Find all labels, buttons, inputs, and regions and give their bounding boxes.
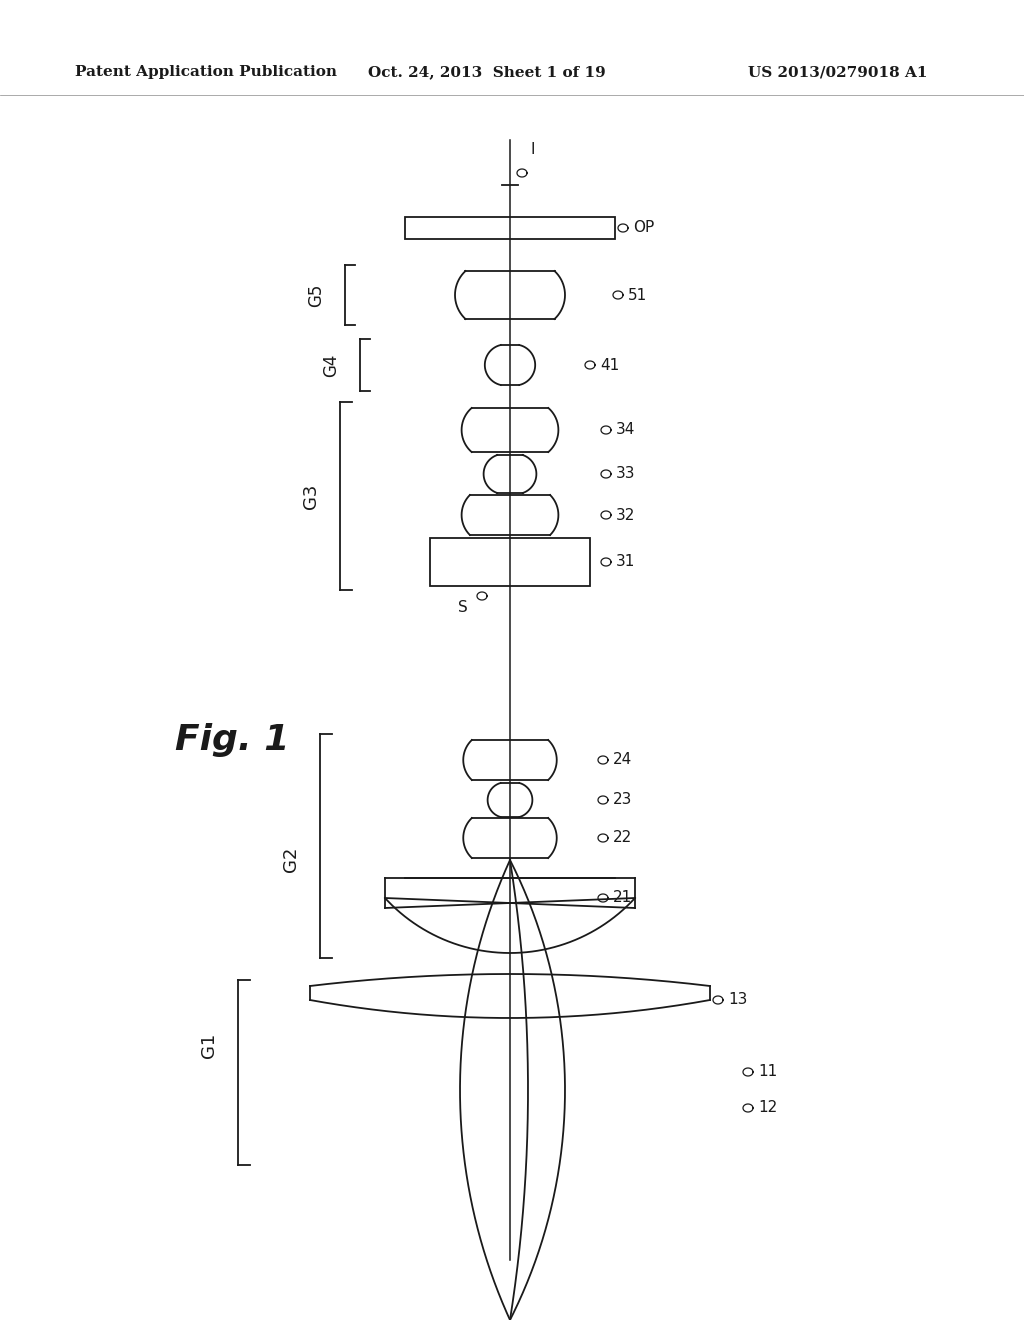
Bar — [406, 216, 615, 239]
Text: 51: 51 — [628, 288, 647, 302]
Text: 23: 23 — [613, 792, 633, 808]
Text: 22: 22 — [613, 830, 632, 846]
Text: 24: 24 — [613, 752, 632, 767]
Text: 11: 11 — [758, 1064, 777, 1080]
Bar — [430, 539, 590, 586]
Text: S: S — [459, 601, 468, 615]
Text: G1: G1 — [200, 1032, 218, 1057]
Text: I: I — [530, 143, 535, 157]
Text: OP: OP — [633, 220, 654, 235]
Text: 41: 41 — [600, 358, 620, 372]
Text: Oct. 24, 2013  Sheet 1 of 19: Oct. 24, 2013 Sheet 1 of 19 — [368, 65, 606, 79]
Text: 13: 13 — [728, 993, 748, 1007]
Text: G5: G5 — [307, 284, 325, 306]
Text: 31: 31 — [616, 554, 635, 569]
Text: Fig. 1: Fig. 1 — [175, 723, 290, 756]
Text: 12: 12 — [758, 1101, 777, 1115]
Text: G4: G4 — [322, 354, 340, 376]
Text: US 2013/0279018 A1: US 2013/0279018 A1 — [748, 65, 928, 79]
Text: 33: 33 — [616, 466, 636, 482]
Text: G3: G3 — [302, 483, 319, 508]
Text: 34: 34 — [616, 422, 635, 437]
Text: 21: 21 — [613, 891, 632, 906]
Text: G2: G2 — [282, 846, 300, 871]
Text: Patent Application Publication: Patent Application Publication — [75, 65, 337, 79]
Text: 32: 32 — [616, 507, 635, 523]
